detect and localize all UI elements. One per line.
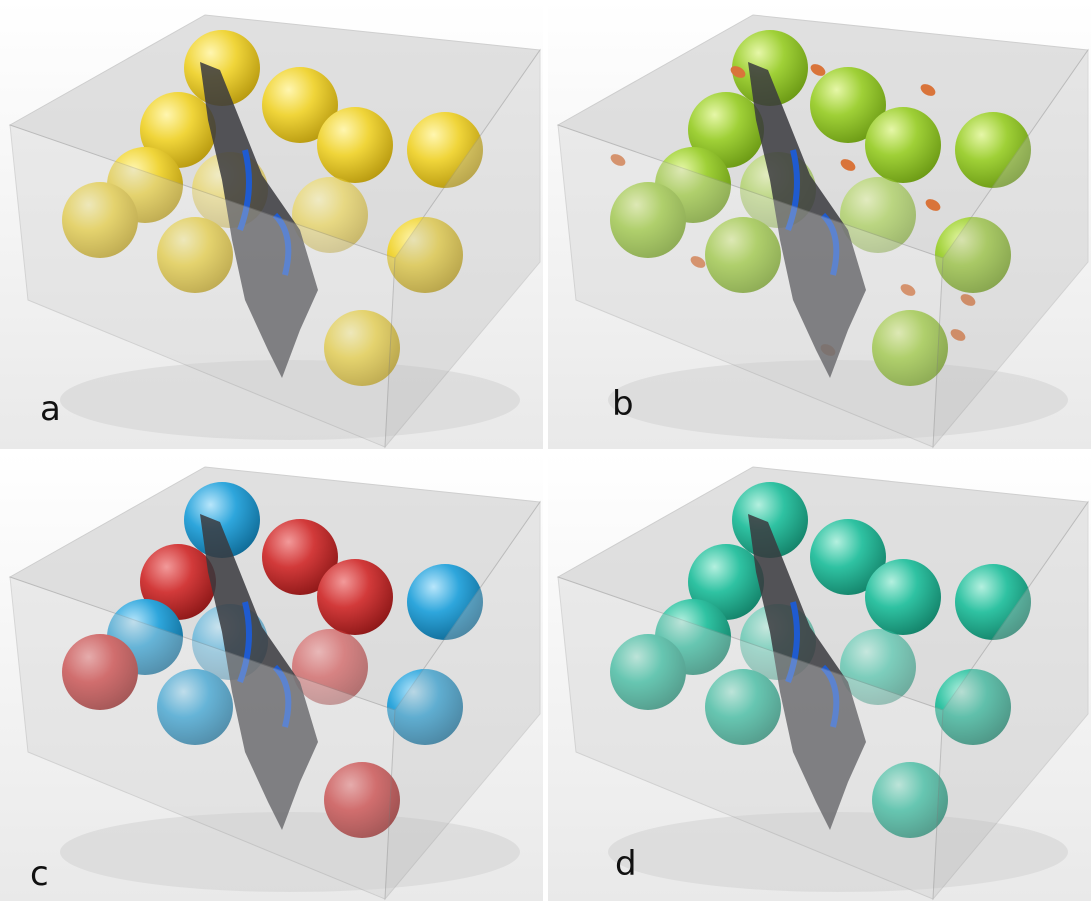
sphere xyxy=(610,182,686,258)
panel-label: b xyxy=(612,384,634,424)
bead xyxy=(730,66,746,78)
sphere xyxy=(610,634,686,710)
sphere xyxy=(317,107,393,183)
shadow xyxy=(608,812,1068,892)
sphere xyxy=(865,559,941,635)
crack-detail xyxy=(237,149,292,276)
sphere xyxy=(292,629,368,705)
sphere xyxy=(935,669,1011,745)
panel xyxy=(0,452,543,901)
sphere xyxy=(140,92,216,168)
sphere xyxy=(262,67,338,143)
bead xyxy=(950,329,966,341)
bead xyxy=(840,159,856,171)
crack-detail xyxy=(785,601,840,728)
sphere xyxy=(688,92,764,168)
panel xyxy=(0,0,543,449)
sphere xyxy=(955,112,1031,188)
sphere xyxy=(705,217,781,293)
sphere xyxy=(324,310,400,386)
crack xyxy=(200,514,318,830)
shadow xyxy=(60,812,520,892)
box-front xyxy=(557,124,944,448)
sphere xyxy=(872,762,948,838)
bead xyxy=(920,84,936,96)
sphere xyxy=(62,634,138,710)
box-front xyxy=(557,576,944,900)
sphere xyxy=(262,519,338,595)
crack-detail xyxy=(785,149,840,276)
bead xyxy=(960,294,976,306)
sphere xyxy=(387,669,463,745)
crack xyxy=(748,62,866,378)
box-side xyxy=(384,500,541,901)
sphere xyxy=(810,519,886,595)
sphere xyxy=(62,182,138,258)
sphere xyxy=(184,482,260,558)
crack xyxy=(748,514,866,830)
sphere xyxy=(705,669,781,745)
panel-label: d xyxy=(615,844,637,884)
box-side xyxy=(932,500,1089,901)
sphere xyxy=(810,67,886,143)
bead xyxy=(810,64,826,76)
panel xyxy=(548,452,1091,901)
bead xyxy=(900,284,916,296)
sphere xyxy=(688,544,764,620)
panel-label: c xyxy=(30,854,49,894)
sphere xyxy=(292,177,368,253)
crack-detail xyxy=(237,601,292,728)
bead xyxy=(690,256,706,268)
sphere xyxy=(157,217,233,293)
sphere xyxy=(840,629,916,705)
bead xyxy=(925,199,941,211)
sphere xyxy=(732,482,808,558)
box-side xyxy=(384,48,541,449)
sphere xyxy=(935,217,1011,293)
box-side xyxy=(932,48,1089,449)
sphere xyxy=(324,762,400,838)
shadow xyxy=(608,360,1068,440)
sphere xyxy=(872,310,948,386)
box-front xyxy=(9,124,396,448)
panel-label: a xyxy=(40,389,61,429)
sphere xyxy=(387,217,463,293)
panel xyxy=(548,0,1091,449)
sphere xyxy=(955,564,1031,640)
sphere xyxy=(407,564,483,640)
box-front xyxy=(9,576,396,900)
sphere xyxy=(317,559,393,635)
sphere xyxy=(407,112,483,188)
sphere xyxy=(865,107,941,183)
bead xyxy=(610,154,626,166)
sphere xyxy=(140,544,216,620)
sphere xyxy=(732,30,808,106)
crack xyxy=(200,62,318,378)
sphere xyxy=(157,669,233,745)
sphere xyxy=(184,30,260,106)
shadow xyxy=(60,360,520,440)
sphere xyxy=(840,177,916,253)
